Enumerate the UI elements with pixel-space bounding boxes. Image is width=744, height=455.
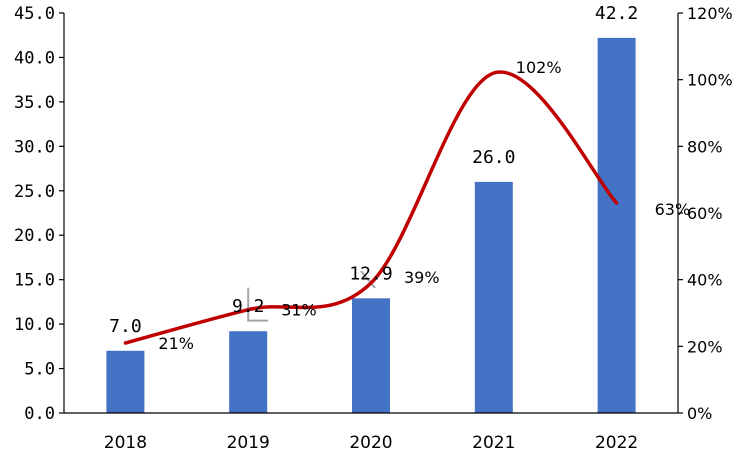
leader-line-2020 <box>360 270 376 289</box>
category-label-2021: 2021 <box>472 433 515 453</box>
bar-2021 <box>474 181 513 413</box>
right-tick-label: 20% <box>687 337 723 356</box>
leader-lines <box>247 270 376 322</box>
bar-value-label: 9.2 <box>232 296 265 317</box>
line-value-label: 31% <box>281 301 317 320</box>
left-tick-label: 5.0 <box>24 360 55 380</box>
line-value-labels: 21% 31% 39% 102% 63% <box>158 58 690 353</box>
bar-value-labels: 7.0 9.2 12.9 26.0 42.2 <box>109 3 638 337</box>
left-tick-label: 30.0 <box>14 137 55 157</box>
left-tick-label: 15.0 <box>14 271 55 291</box>
right-tick-label: 0% <box>687 404 712 423</box>
bar-2019 <box>229 331 268 413</box>
category-label-2018: 2018 <box>104 433 147 453</box>
category-label-2019: 2019 <box>227 433 270 453</box>
bar-2022 <box>597 37 636 414</box>
category-label-2022: 2022 <box>595 433 638 453</box>
bar-value-label: 42.2 <box>595 3 638 24</box>
left-tick-label: 0.0 <box>24 404 55 424</box>
left-tick-label: 10.0 <box>14 315 55 335</box>
bar-value-label: 26.0 <box>472 147 515 168</box>
right-tick-label: 60% <box>687 204 723 223</box>
bar-value-label: 7.0 <box>109 316 142 337</box>
line-value-label: 63% <box>655 200 691 219</box>
left-tick-label: 45.0 <box>14 4 55 24</box>
left-tick-label: 40.0 <box>14 48 55 68</box>
bar-2020 <box>352 298 390 413</box>
line-value-label: 39% <box>404 268 440 287</box>
bar-series <box>106 37 636 414</box>
leader-line-2019 <box>247 287 269 322</box>
bar-value-label: 12.9 <box>349 263 392 284</box>
growth-rate-line <box>123 70 619 345</box>
left-tick-label: 25.0 <box>14 182 55 202</box>
right-tick-label: 100% <box>687 71 733 90</box>
line-value-label: 102% <box>516 58 562 77</box>
left-axis-ticks: 0.0 5.0 10.0 15.0 20.0 25.0 30.0 35.0 40.0 45.0 <box>14 4 64 424</box>
category-labels: 2018 2019 2020 2021 2022 <box>104 433 638 453</box>
category-label-2020: 2020 <box>349 433 392 453</box>
right-axis-ticks: 0% 20% 40% 60% 80% 100% 120% <box>678 4 733 423</box>
right-tick-label: 120% <box>687 4 733 23</box>
right-tick-label: 80% <box>687 137 723 156</box>
left-tick-label: 35.0 <box>14 93 55 113</box>
line-value-label: 21% <box>158 334 194 353</box>
right-tick-label: 40% <box>687 271 723 290</box>
bar-2018 <box>106 350 145 413</box>
left-tick-label: 20.0 <box>14 226 55 246</box>
